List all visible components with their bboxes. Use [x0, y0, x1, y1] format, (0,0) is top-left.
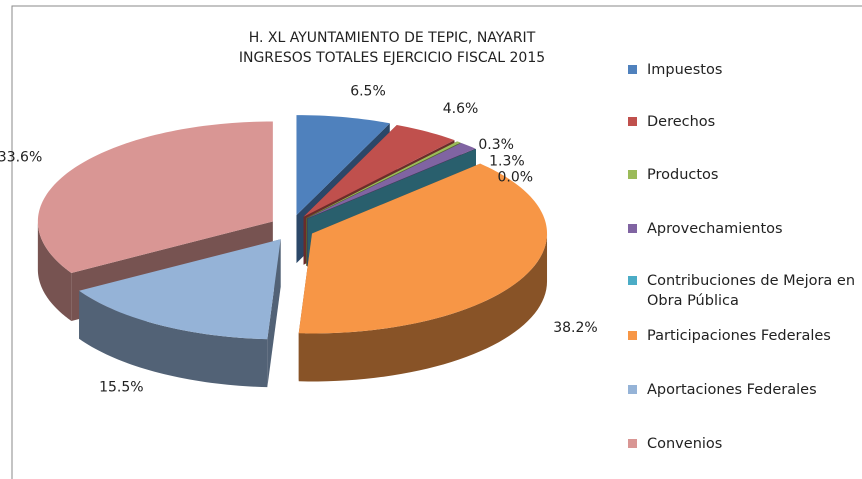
legend-swatch — [628, 276, 637, 285]
data-label: 0.0% — [497, 170, 533, 186]
legend-swatch — [628, 117, 637, 126]
slice-rim — [37, 221, 72, 321]
legend: Impuestos Derechos Productos Aprovechamient… — [620, 0, 862, 479]
pie-slice — [296, 115, 390, 216]
legend-item: Derechos — [628, 112, 862, 132]
pie-slice — [79, 239, 281, 340]
legend-item: Aprovechamientos — [628, 219, 862, 239]
chart-subtitle: INGRESOS TOTALES EJERCICIO FISCAL 2015 — [239, 50, 545, 66]
chart-title: H. XL AYUNTAMIENTO DE TEPIC, NAYARIT — [249, 30, 536, 46]
legend-label: Contribuciones de Mejora en Obra Pública — [647, 273, 856, 309]
legend-item: Contribuciones de Mejora en Obra Pública — [628, 271, 862, 311]
legend-label: Derechos — [647, 114, 716, 130]
legend-label: Aprovechamientos — [647, 221, 783, 237]
data-label: 15.5% — [99, 380, 143, 396]
data-label: 6.5% — [350, 84, 386, 100]
data-label: 4.6% — [443, 101, 479, 117]
legend-item: Participaciones Federales — [628, 326, 862, 346]
legend-item: Aportaciones Federales — [628, 380, 862, 400]
legend-item: Convenios — [628, 434, 862, 454]
data-label: 38.2% — [553, 320, 597, 336]
frame — [11, 5, 862, 479]
pie-slice — [298, 163, 548, 334]
pie-slice — [307, 142, 476, 219]
legend-label: Convenios — [647, 436, 723, 452]
slice-rim — [298, 233, 548, 382]
slice-rim — [79, 290, 268, 388]
legend-label: Aportaciones Federales — [647, 382, 817, 398]
data-label: 0.3% — [478, 137, 514, 153]
legend-label: Productos — [647, 167, 719, 183]
legend-item: Productos — [628, 165, 862, 185]
data-label: 33.6% — [0, 149, 42, 165]
legend-label: Impuestos — [647, 62, 723, 78]
legend-swatch — [628, 224, 637, 233]
legend-swatch — [628, 65, 637, 74]
legend-item: Impuestos — [628, 60, 862, 80]
data-label: 1.3% — [489, 154, 525, 170]
pie-slice — [306, 141, 461, 218]
pie-slice — [37, 121, 273, 273]
pie-slice — [303, 124, 455, 217]
legend-swatch — [628, 439, 637, 448]
legend-swatch — [628, 331, 637, 340]
legend-swatch — [628, 385, 637, 394]
legend-swatch — [628, 170, 637, 179]
legend-label: Participaciones Federales — [647, 328, 831, 344]
